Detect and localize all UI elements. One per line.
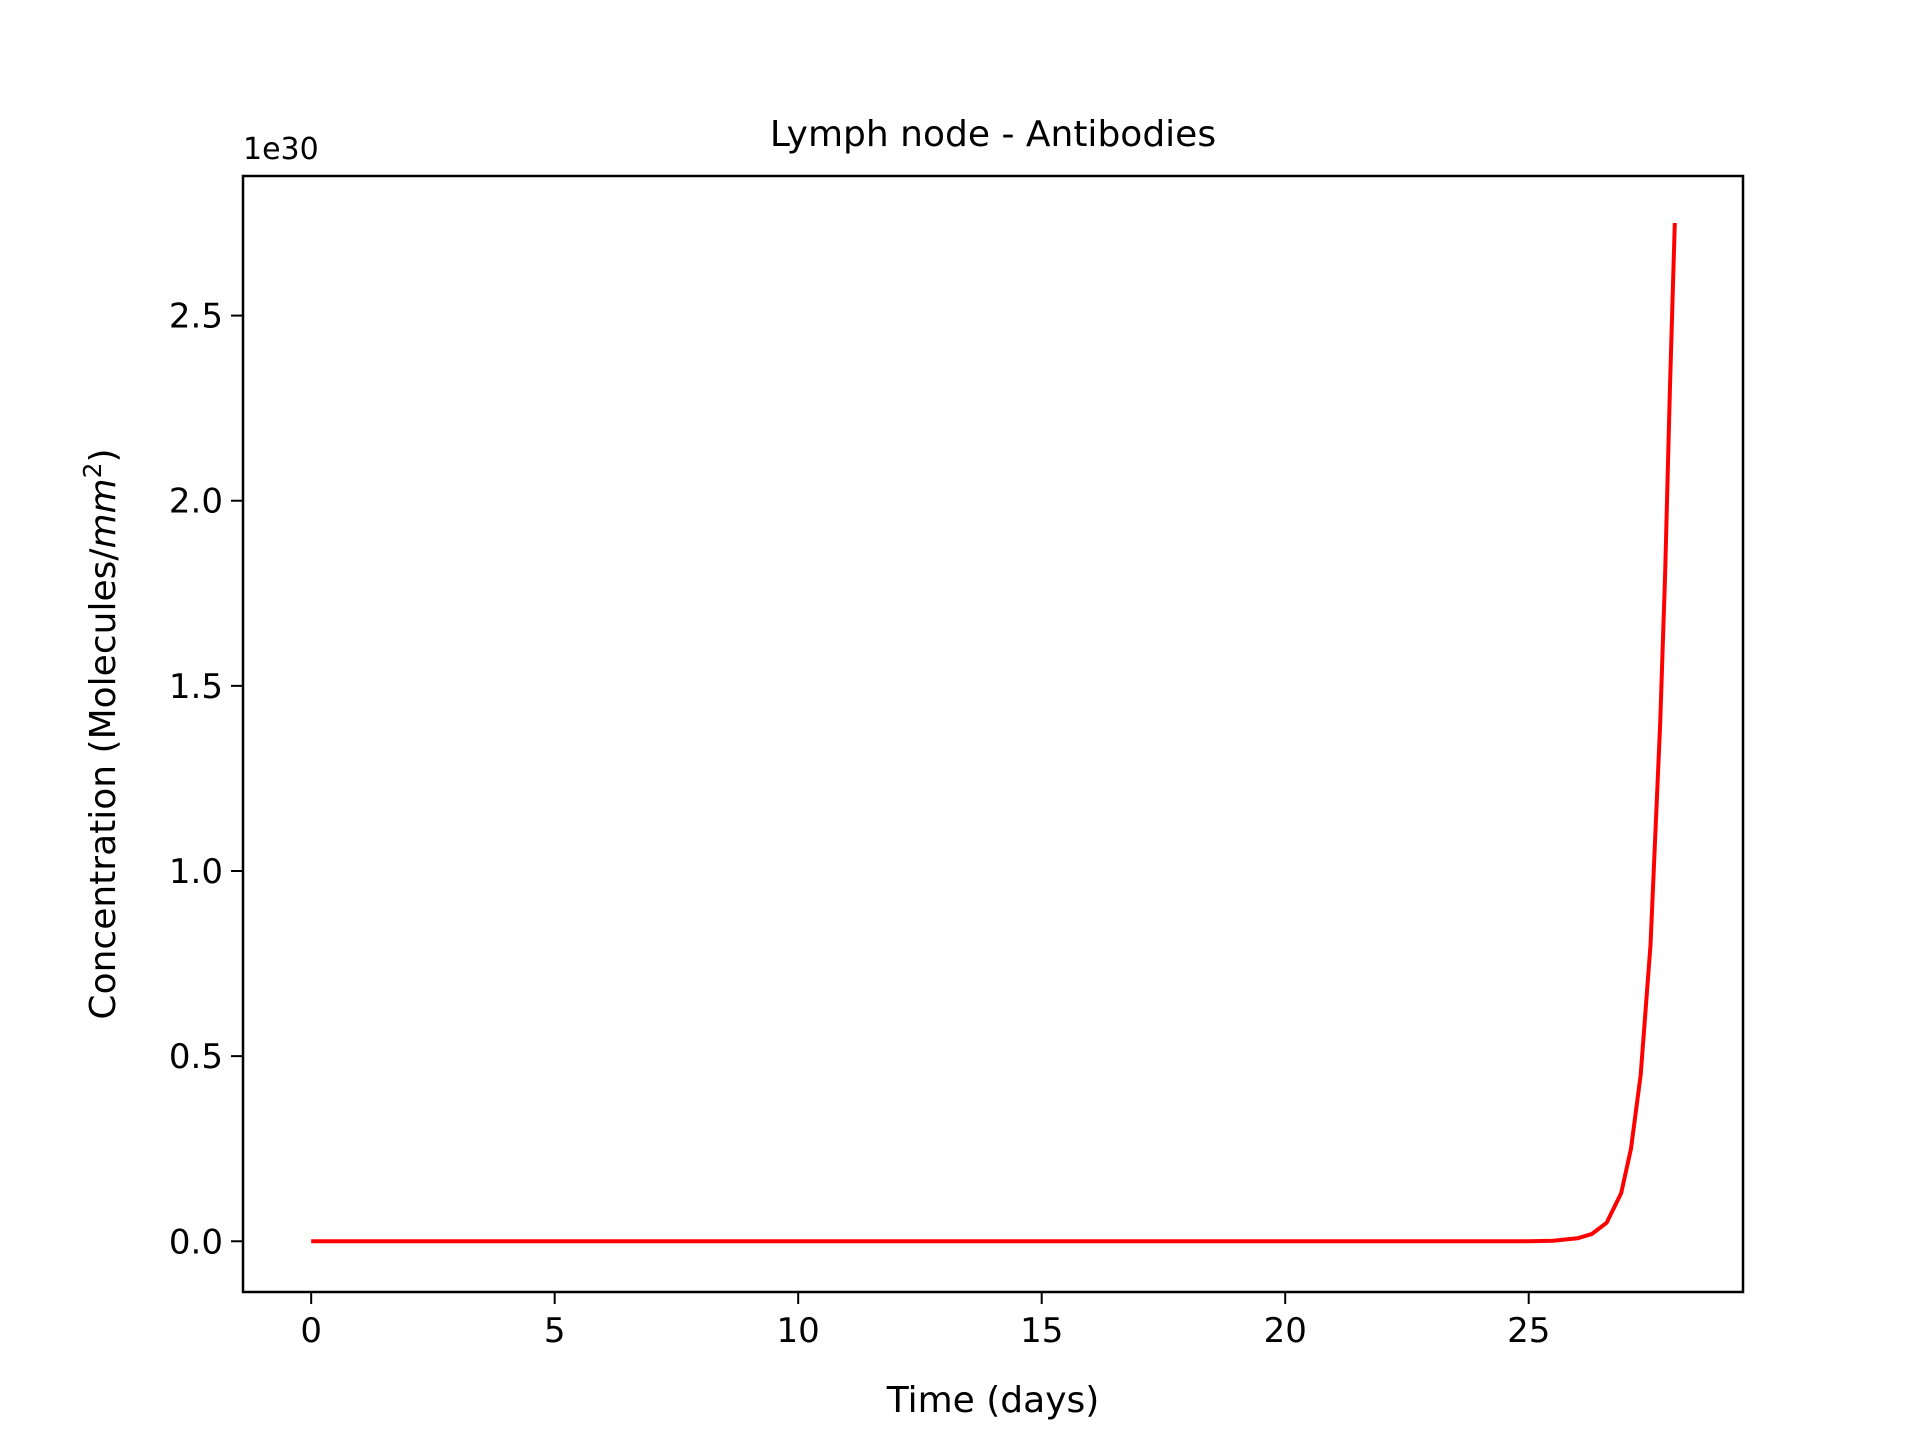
- chart-title: Lymph node - Antibodies: [770, 114, 1216, 155]
- y-offset-label: 1e30: [243, 132, 319, 167]
- y-tick-label: 2.5: [169, 297, 223, 337]
- x-tick-label: 5: [544, 1311, 566, 1351]
- y-tick-label: 1.0: [169, 852, 223, 892]
- y-axis-label-unit: mm: [83, 478, 124, 548]
- x-tick-label: 25: [1507, 1311, 1550, 1351]
- x-axis-label: Time (days): [886, 1380, 1100, 1421]
- y-tick-label: 2.0: [169, 482, 223, 522]
- y-tick-label: 0.5: [169, 1037, 223, 1077]
- x-axis: 0 5 10 15 20 25: [300, 1292, 1550, 1351]
- y-axis: 0.0 0.5 1.0 1.5 2.0 2.5: [169, 297, 243, 1262]
- y-axis-label-suffix: ): [83, 448, 124, 462]
- y-tick-label: 1.5: [169, 667, 223, 707]
- series-layer: [311, 222, 1677, 1244]
- series-line: [311, 222, 1677, 1244]
- y-axis-label-exponent: 2: [78, 462, 107, 478]
- y-tick-label: 0.0: [169, 1222, 223, 1262]
- y-axis-label: Concentration (Molecules/mm2): [78, 448, 125, 1019]
- x-tick-label: 20: [1264, 1311, 1307, 1351]
- x-tick-label: 10: [777, 1311, 820, 1351]
- plot-frame: [241, 174, 1745, 1294]
- x-tick-label: 15: [1020, 1311, 1063, 1351]
- x-tick-label: 0: [300, 1311, 322, 1351]
- y-axis-label-prefix: Concentration (Molecules/: [83, 548, 124, 1020]
